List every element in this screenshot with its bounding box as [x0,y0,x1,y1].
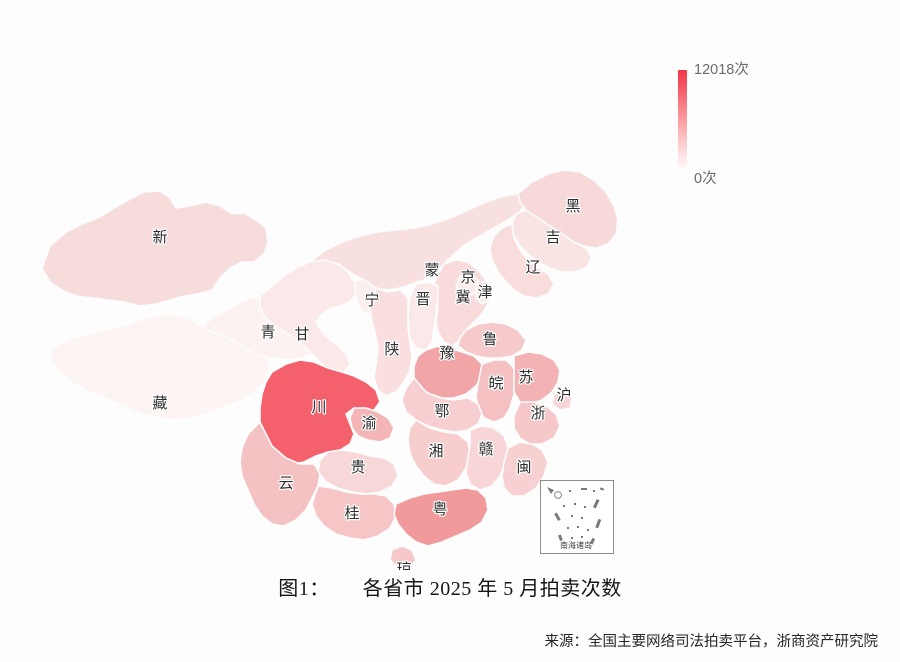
caption-prefix: 图1： [278,578,330,600]
province-桂 [311,485,397,541]
label-吉: 吉 [545,228,560,246]
label-青: 青 [260,323,275,341]
label-京: 京 [460,268,475,286]
label-闽: 闽 [516,458,531,476]
label-黑: 黑 [565,197,580,215]
label-新: 新 [152,228,167,246]
label-辽: 辽 [525,258,540,276]
legend-gradient-bar [678,70,687,172]
province-津 [475,281,493,305]
label-桂: 桂 [344,504,359,522]
province-苏 [513,351,561,405]
province-闽 [501,441,549,497]
label-赣: 赣 [478,440,493,458]
label-甘: 甘 [294,325,309,343]
china-choropleth-map: 新 藏 青 甘 宁 蒙 黑 吉 辽 冀 京 津 晋 陕 鲁 豫 皖 苏 沪 浙 [20,150,700,570]
legend-min-label: 0次 [694,171,717,187]
province-shapes [41,169,619,569]
province-辽 [489,223,555,299]
label-豫: 豫 [439,344,454,362]
province-鄂 [401,377,483,433]
province-浙 [513,401,561,445]
province-新 [41,190,269,307]
label-晋: 晋 [415,290,430,308]
province-渝 [349,407,395,443]
province-藏 [49,313,271,421]
label-渝: 渝 [361,414,376,432]
label-鲁: 鲁 [482,330,497,348]
label-湘: 湘 [428,442,443,460]
province-皖 [475,359,517,423]
map-legend: 12018次 0次 [670,58,790,198]
figure-source: 来源：全国主要网络司法拍卖平台，浙商资产研究院 [544,634,879,650]
province-云 [239,421,321,527]
province-沪 [551,391,573,411]
label-冀: 冀 [455,288,470,306]
label-沪: 沪 [556,386,571,404]
province-鲁 [457,321,527,359]
inset-label: 南海诸岛 [560,541,592,550]
label-云: 云 [278,474,293,492]
label-贵: 贵 [350,458,365,476]
label-浙: 浙 [530,404,545,422]
province-琼 [389,545,417,569]
label-川: 川 [311,398,326,416]
label-粤: 粤 [432,500,447,518]
province-湘 [407,419,471,487]
caption-text: 各省市 2025 年 5 月拍卖次数 [362,578,622,600]
province-陕 [369,287,413,397]
label-宁: 宁 [364,291,379,309]
label-津: 津 [477,283,492,301]
label-蒙: 蒙 [424,261,439,279]
label-苏: 苏 [518,368,533,386]
province-贵 [317,449,399,495]
south-china-sea-inset [540,480,614,554]
label-藏: 藏 [152,394,167,412]
province-豫 [413,345,483,399]
label-琼: 琼 [396,560,411,570]
label-皖: 皖 [488,374,503,392]
province-京 [455,273,479,297]
province-蒙 [309,193,527,291]
label-鄂: 鄂 [434,402,449,420]
province-labels: 新 藏 青 甘 宁 蒙 黑 吉 辽 冀 京 津 晋 陕 鲁 豫 皖 苏 沪 浙 [151,196,581,570]
figure-caption: 图1： 各省市 2025 年 5 月拍卖次数 [0,572,900,601]
legend-max-label: 12018次 [694,62,749,78]
label-陕: 陕 [384,340,399,358]
province-赣 [465,425,509,491]
province-粤 [393,487,489,547]
